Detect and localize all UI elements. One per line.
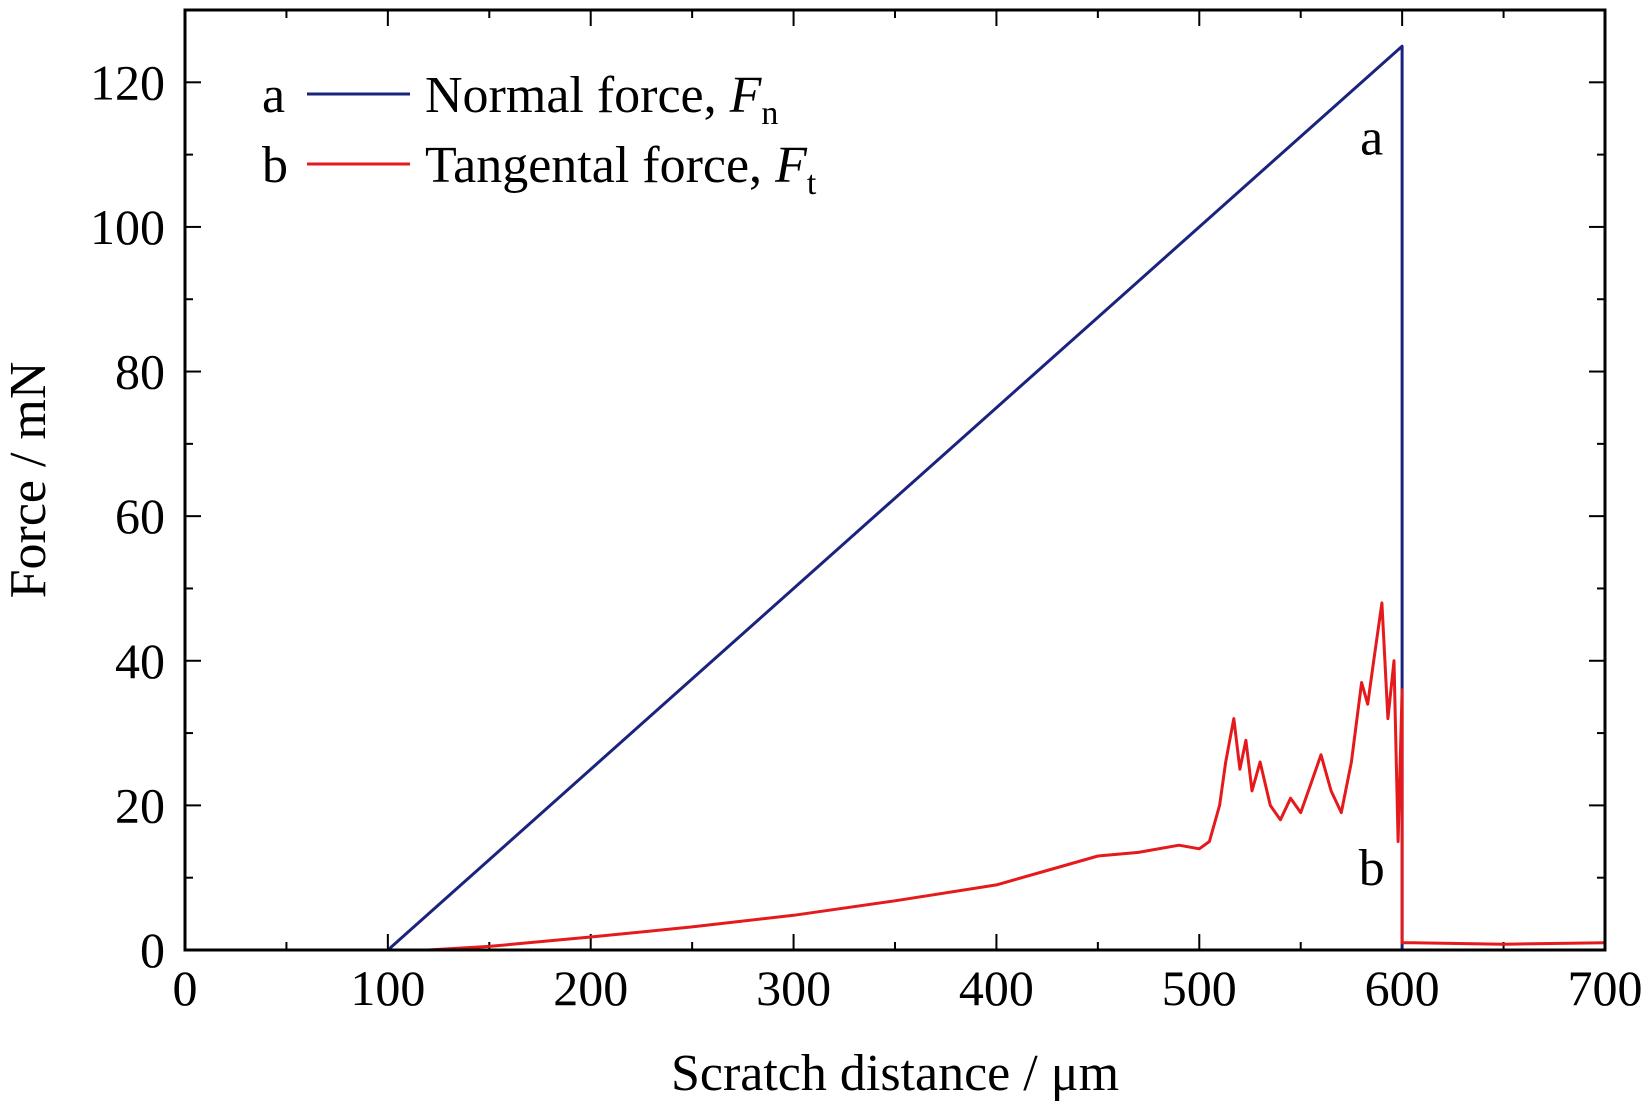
legend-entry: a Normal force, Fn (262, 67, 778, 132)
x-tick-label: 300 (756, 960, 831, 1016)
y-tick-label: 20 (115, 777, 165, 833)
annotations: ab (1359, 110, 1385, 897)
y-tick-label: 40 (115, 633, 165, 689)
x-tick-label: 400 (959, 960, 1034, 1016)
y-tick-labels: 0 20 40 60 80 100 120 (90, 54, 165, 978)
axis-ticks (184, 9, 1606, 951)
legend-marker: b (262, 137, 288, 194)
legend-label-subscript: n (761, 95, 778, 132)
legend: a Normal force, Fn b Tangental force, Ft (262, 67, 817, 202)
x-tick-label: 700 (1568, 960, 1643, 1016)
series-line-tangental-force (185, 601, 1606, 952)
annotation-label: b (1359, 840, 1385, 897)
legend-label: Normal force, Fn (425, 67, 778, 132)
legend-label-text: Normal force, (425, 67, 730, 124)
x-tick-label: 500 (1162, 960, 1237, 1016)
x-tick-labels: 0 100 200 300 400 500 600 700 (173, 960, 1643, 1016)
legend-label: Tangental force, Ft (425, 137, 817, 202)
plot-frame (183, 8, 1607, 952)
y-tick-label: 0 (140, 922, 165, 978)
y-tick-label: 120 (90, 54, 165, 110)
legend-label-subscript: t (807, 165, 817, 202)
y-tick-label: 80 (115, 344, 165, 400)
legend-label-symbol: F (774, 137, 808, 194)
x-tick-label: 200 (553, 960, 628, 1016)
legend-entry: b Tangental force, Ft (262, 137, 817, 202)
y-tick-label: 100 (90, 199, 165, 255)
x-tick-label: 100 (350, 960, 425, 1016)
series-line-normal-force (185, 44, 1605, 952)
legend-label-text: Tangental force, (425, 137, 775, 194)
x-tick-label: 0 (173, 960, 198, 1016)
legend-marker: a (262, 67, 285, 124)
y-tick-label: 60 (115, 488, 165, 544)
annotation-label: a (1360, 110, 1383, 167)
x-tick-label: 600 (1365, 960, 1440, 1016)
x-axis-title: Scratch distance / μm (671, 1045, 1119, 1102)
series-layer (185, 44, 1606, 952)
y-axis-title: Force / mN (0, 362, 57, 599)
legend-label-symbol: F (729, 67, 763, 124)
